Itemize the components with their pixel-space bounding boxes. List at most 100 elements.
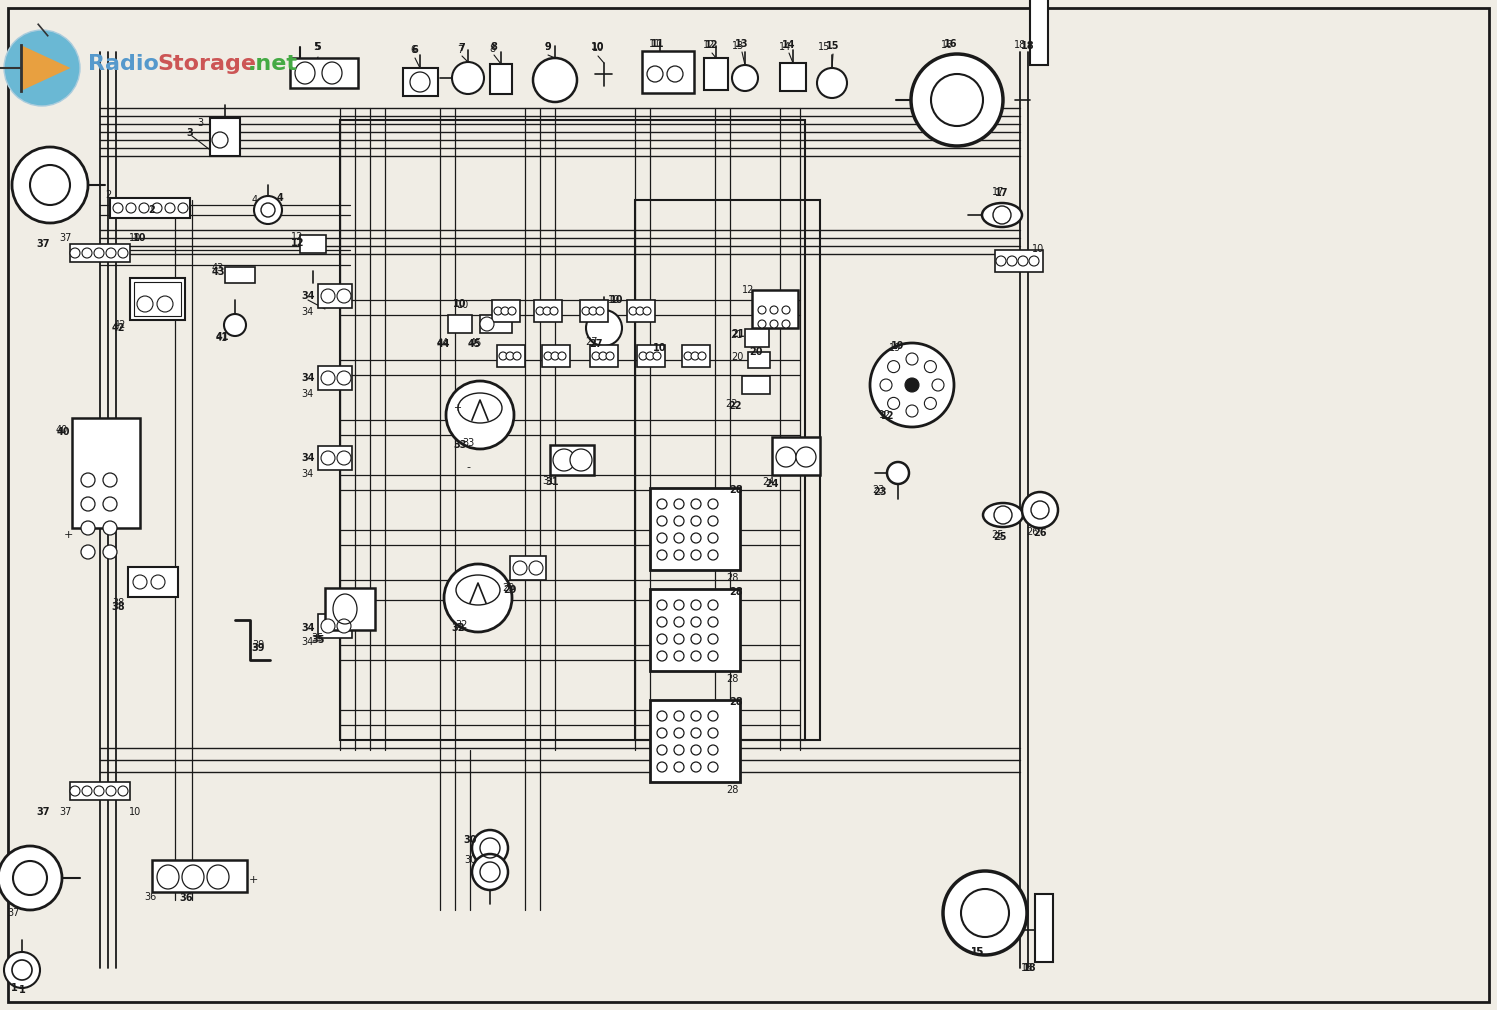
Text: 15: 15 [826, 41, 840, 51]
Text: 10: 10 [454, 299, 467, 309]
Circle shape [81, 521, 94, 535]
Text: 25: 25 [993, 532, 1007, 542]
Text: 5: 5 [313, 42, 319, 52]
Text: 1: 1 [18, 985, 25, 995]
Text: 10: 10 [611, 295, 624, 305]
Circle shape [452, 62, 484, 94]
Circle shape [698, 352, 707, 360]
Text: 34: 34 [301, 307, 313, 317]
Circle shape [320, 289, 335, 303]
Circle shape [906, 405, 918, 417]
Circle shape [1018, 256, 1028, 266]
Text: 9: 9 [543, 42, 549, 52]
Circle shape [906, 378, 919, 392]
Bar [772, 437, 820, 475]
Text: 18: 18 [1021, 963, 1033, 973]
Circle shape [912, 54, 1003, 146]
Circle shape [528, 561, 543, 575]
Bar [403, 68, 439, 96]
Circle shape [112, 203, 123, 213]
Circle shape [499, 352, 507, 360]
Text: 20: 20 [750, 347, 763, 357]
Text: 44: 44 [437, 338, 449, 348]
Circle shape [320, 619, 335, 633]
Text: 10: 10 [1031, 244, 1043, 254]
Circle shape [103, 497, 117, 511]
Text: 17: 17 [996, 188, 1009, 198]
Circle shape [606, 352, 614, 360]
Text: 10: 10 [653, 343, 666, 354]
Bar [448, 315, 472, 333]
Circle shape [472, 830, 507, 866]
Circle shape [674, 600, 684, 610]
Circle shape [153, 203, 162, 213]
Circle shape [591, 352, 600, 360]
Text: 32: 32 [455, 620, 469, 630]
Bar [490, 64, 512, 94]
Text: 21: 21 [731, 330, 743, 340]
Circle shape [82, 786, 91, 796]
Text: 37: 37 [58, 233, 72, 243]
Text: 10: 10 [457, 300, 469, 310]
Text: 43: 43 [211, 267, 225, 277]
Text: Radio: Radio [88, 54, 159, 74]
Circle shape [657, 745, 668, 755]
Bar [650, 488, 740, 570]
Text: 24: 24 [762, 477, 774, 487]
Circle shape [674, 711, 684, 721]
Text: 24: 24 [765, 479, 778, 489]
Bar [780, 63, 805, 91]
Circle shape [570, 449, 591, 471]
Circle shape [639, 352, 647, 360]
Bar [1034, 894, 1052, 962]
Text: 34: 34 [301, 389, 313, 399]
Text: 16: 16 [942, 40, 954, 50]
Circle shape [558, 352, 566, 360]
Circle shape [674, 728, 684, 738]
Circle shape [337, 451, 350, 465]
Polygon shape [21, 45, 70, 91]
Bar [481, 315, 512, 333]
Circle shape [543, 352, 552, 360]
Text: 17: 17 [993, 187, 1004, 197]
Bar [317, 446, 352, 470]
Text: 3: 3 [187, 128, 193, 138]
Circle shape [1028, 256, 1039, 266]
Circle shape [781, 320, 790, 328]
Bar [317, 366, 352, 390]
Text: 34: 34 [301, 291, 314, 301]
Circle shape [692, 745, 701, 755]
Bar [549, 445, 594, 475]
Circle shape [996, 256, 1006, 266]
Circle shape [599, 352, 606, 360]
Circle shape [817, 68, 847, 98]
Circle shape [684, 352, 692, 360]
Circle shape [692, 728, 701, 738]
Circle shape [657, 711, 668, 721]
Circle shape [543, 307, 551, 315]
Text: 25: 25 [991, 530, 1003, 540]
Circle shape [337, 619, 350, 633]
Circle shape [513, 352, 521, 360]
Bar [210, 118, 240, 156]
Circle shape [657, 762, 668, 772]
Circle shape [668, 66, 683, 82]
Text: 30: 30 [464, 855, 476, 865]
Text: 23: 23 [873, 487, 886, 497]
Circle shape [674, 499, 684, 509]
Circle shape [126, 203, 136, 213]
Text: 41: 41 [216, 333, 228, 343]
Circle shape [644, 307, 651, 315]
Bar [627, 300, 656, 322]
Bar [493, 300, 519, 322]
Bar [751, 290, 798, 328]
Circle shape [732, 65, 757, 91]
Text: +: + [249, 875, 257, 885]
Text: 45: 45 [467, 339, 481, 349]
Circle shape [103, 545, 117, 559]
Bar [290, 58, 358, 88]
Circle shape [708, 634, 719, 644]
Text: 36: 36 [180, 893, 193, 903]
Text: 21: 21 [731, 329, 744, 339]
Circle shape [692, 352, 699, 360]
